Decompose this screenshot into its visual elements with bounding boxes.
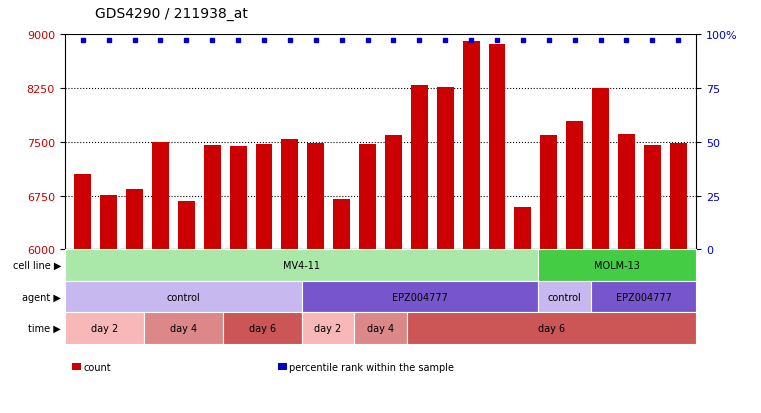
Text: day 2: day 2	[91, 323, 118, 333]
Bar	[540, 136, 557, 250]
Text: day 2: day 2	[314, 323, 342, 333]
Bar	[100, 195, 117, 250]
Bar	[307, 143, 324, 250]
Bar	[204, 146, 221, 250]
Text: EPZ004777: EPZ004777	[392, 292, 448, 302]
Text: control: control	[166, 292, 200, 302]
Bar	[282, 140, 298, 250]
Text: control: control	[548, 292, 581, 302]
Bar	[618, 135, 635, 250]
Text: cell line ▶: cell line ▶	[12, 261, 61, 271]
Text: percentile rank within the sample: percentile rank within the sample	[289, 362, 454, 372]
Text: day 4: day 4	[367, 323, 394, 333]
Text: MV4-11: MV4-11	[283, 261, 320, 271]
Bar	[592, 89, 609, 250]
Bar	[152, 142, 169, 250]
Bar	[514, 208, 531, 250]
Text: GDS4290 / 211938_at: GDS4290 / 211938_at	[95, 7, 248, 21]
Bar	[230, 147, 247, 250]
Bar	[256, 145, 272, 250]
Bar	[126, 190, 143, 250]
Text: EPZ004777: EPZ004777	[616, 292, 672, 302]
Bar	[437, 88, 454, 250]
Bar	[385, 136, 402, 250]
Bar	[644, 146, 661, 250]
Text: time ▶: time ▶	[28, 323, 61, 333]
Bar	[566, 122, 583, 250]
Text: day 4: day 4	[170, 323, 196, 333]
Bar	[178, 201, 195, 250]
Text: agent ▶: agent ▶	[22, 292, 61, 302]
Bar	[75, 175, 91, 250]
Bar	[359, 145, 376, 250]
Text: day 6: day 6	[249, 323, 275, 333]
Bar	[333, 200, 350, 250]
Text: MOLM-13: MOLM-13	[594, 261, 640, 271]
Text: count: count	[84, 362, 111, 372]
Text: day 6: day 6	[538, 323, 565, 333]
Bar	[411, 86, 428, 250]
Bar	[489, 45, 505, 250]
Bar	[670, 143, 686, 250]
Bar	[463, 42, 479, 250]
